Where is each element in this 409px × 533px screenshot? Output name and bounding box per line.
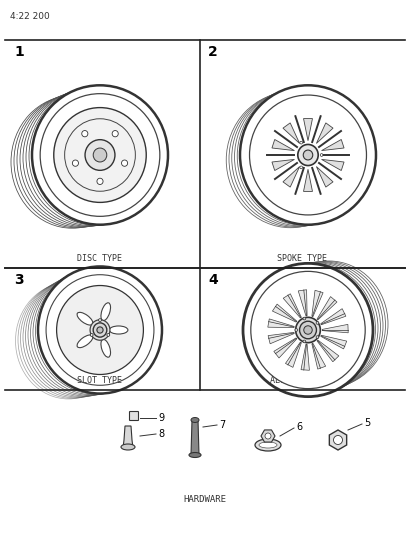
Ellipse shape — [303, 150, 312, 160]
Polygon shape — [283, 294, 301, 318]
Polygon shape — [282, 123, 299, 143]
Ellipse shape — [101, 303, 110, 321]
Ellipse shape — [54, 108, 146, 203]
Ellipse shape — [38, 266, 162, 393]
Text: 9: 9 — [157, 413, 164, 423]
Ellipse shape — [189, 453, 200, 457]
Ellipse shape — [93, 148, 106, 162]
Ellipse shape — [315, 321, 318, 324]
Text: 7: 7 — [218, 420, 225, 430]
Ellipse shape — [243, 263, 372, 397]
Text: SPOKE TYPE: SPOKE TYPE — [277, 254, 327, 263]
Ellipse shape — [81, 131, 88, 137]
Polygon shape — [267, 319, 293, 328]
Text: 1: 1 — [14, 45, 24, 59]
Polygon shape — [267, 333, 293, 344]
Polygon shape — [282, 166, 299, 187]
Ellipse shape — [107, 334, 110, 336]
Ellipse shape — [97, 327, 103, 333]
Circle shape — [264, 433, 270, 439]
Ellipse shape — [315, 336, 318, 338]
Text: 2: 2 — [207, 45, 217, 59]
Polygon shape — [320, 335, 346, 349]
Text: ALUMINUM TYPE: ALUMINUM TYPE — [270, 376, 334, 385]
Ellipse shape — [97, 178, 103, 184]
Polygon shape — [321, 140, 343, 151]
Ellipse shape — [299, 141, 302, 144]
Ellipse shape — [254, 439, 280, 451]
Ellipse shape — [32, 85, 168, 225]
Polygon shape — [261, 430, 274, 442]
Ellipse shape — [90, 320, 110, 340]
Polygon shape — [321, 325, 347, 333]
Polygon shape — [320, 309, 345, 325]
Ellipse shape — [77, 335, 92, 348]
Polygon shape — [311, 343, 325, 369]
Polygon shape — [316, 166, 332, 187]
Ellipse shape — [250, 271, 364, 389]
Ellipse shape — [302, 317, 305, 320]
Ellipse shape — [77, 312, 92, 325]
Ellipse shape — [90, 334, 93, 336]
Ellipse shape — [56, 286, 143, 375]
Ellipse shape — [249, 95, 366, 215]
Ellipse shape — [112, 131, 118, 137]
Ellipse shape — [297, 144, 317, 166]
Polygon shape — [303, 118, 312, 141]
Ellipse shape — [299, 166, 302, 169]
Polygon shape — [316, 340, 338, 362]
Polygon shape — [123, 426, 133, 448]
Ellipse shape — [72, 160, 78, 166]
Ellipse shape — [294, 329, 297, 332]
Ellipse shape — [303, 326, 312, 334]
Ellipse shape — [121, 444, 135, 450]
Ellipse shape — [258, 442, 276, 448]
Text: SLOT TYPE: SLOT TYPE — [77, 376, 122, 385]
Ellipse shape — [121, 160, 127, 166]
Polygon shape — [328, 430, 346, 450]
Ellipse shape — [302, 340, 305, 343]
Polygon shape — [272, 304, 296, 322]
Text: HARDWARE: HARDWARE — [183, 495, 226, 504]
Polygon shape — [300, 344, 309, 370]
Polygon shape — [321, 159, 343, 171]
Text: 4:22 200: 4:22 200 — [10, 12, 49, 21]
Ellipse shape — [101, 340, 110, 357]
Ellipse shape — [319, 154, 322, 156]
Text: 4: 4 — [207, 273, 217, 287]
Text: 5: 5 — [363, 418, 369, 428]
Ellipse shape — [299, 321, 316, 339]
Ellipse shape — [109, 326, 128, 334]
Ellipse shape — [239, 85, 375, 225]
Ellipse shape — [93, 323, 107, 337]
Ellipse shape — [85, 140, 115, 171]
Polygon shape — [271, 140, 294, 151]
Polygon shape — [271, 159, 294, 171]
Ellipse shape — [191, 417, 198, 423]
Ellipse shape — [99, 319, 101, 321]
Circle shape — [333, 435, 342, 445]
Polygon shape — [285, 342, 301, 367]
Ellipse shape — [295, 317, 319, 343]
Text: 8: 8 — [157, 429, 164, 439]
Polygon shape — [191, 420, 198, 455]
Text: 3: 3 — [14, 273, 24, 287]
Polygon shape — [316, 123, 332, 143]
Polygon shape — [311, 290, 322, 317]
Polygon shape — [297, 290, 306, 316]
Polygon shape — [273, 338, 296, 358]
FancyBboxPatch shape — [129, 411, 138, 421]
Text: DISC TYPE: DISC TYPE — [77, 254, 122, 263]
Polygon shape — [316, 296, 336, 320]
Text: 6: 6 — [295, 422, 301, 432]
Polygon shape — [303, 169, 312, 191]
